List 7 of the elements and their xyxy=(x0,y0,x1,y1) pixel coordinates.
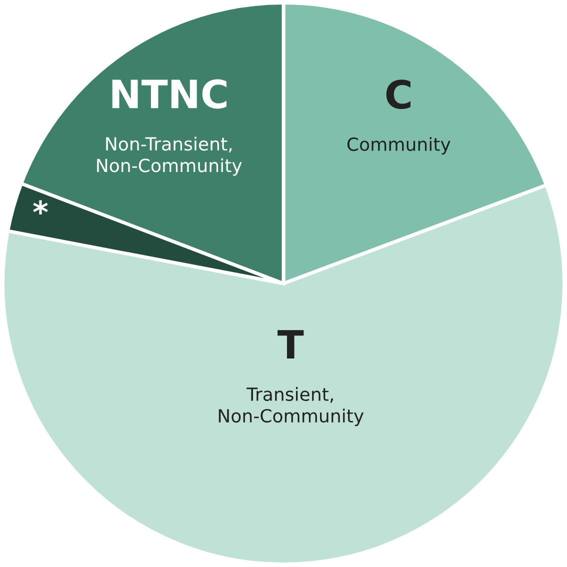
text: Community xyxy=(347,137,450,155)
text: Non-Transient, Non-Community xyxy=(97,136,242,176)
slice-label: NTNC xyxy=(112,79,226,109)
slice-label: * xyxy=(33,200,48,214)
slice-label: T xyxy=(278,330,304,358)
text: Transient, Non-Community xyxy=(218,387,364,426)
slice-label: C xyxy=(386,80,410,110)
